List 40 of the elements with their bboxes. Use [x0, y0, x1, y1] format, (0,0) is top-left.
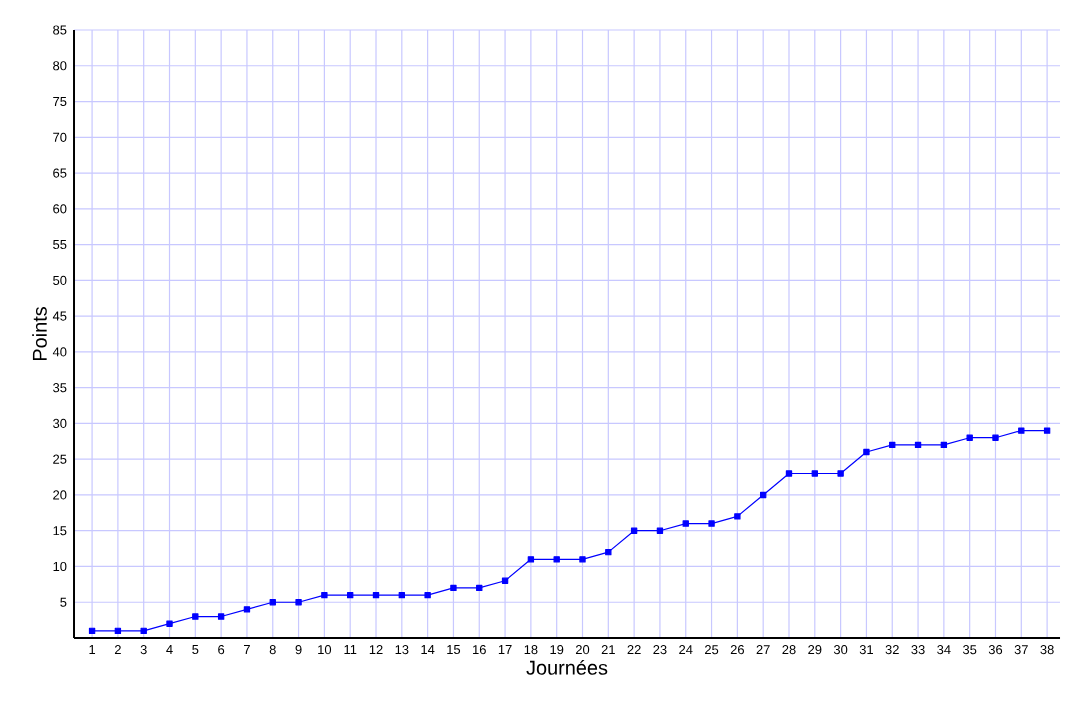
point — [966, 434, 973, 441]
point — [321, 591, 328, 599]
point — [734, 513, 741, 520]
point — [605, 548, 612, 556]
point — [553, 556, 560, 563]
point — [372, 591, 380, 599]
point — [682, 520, 689, 527]
point — [579, 556, 586, 563]
point — [863, 448, 870, 456]
point — [476, 584, 483, 592]
point — [217, 613, 225, 620]
point — [140, 627, 147, 635]
point — [1043, 427, 1051, 434]
point — [656, 527, 664, 534]
point — [398, 591, 406, 599]
point — [192, 613, 199, 620]
x-axis-title: Journées — [526, 659, 608, 675]
point — [424, 591, 431, 599]
point — [785, 470, 793, 477]
point — [914, 441, 922, 449]
point — [630, 527, 638, 534]
point — [166, 620, 173, 627]
point — [708, 520, 715, 527]
point — [347, 591, 354, 599]
point — [114, 627, 122, 635]
point — [760, 491, 767, 499]
point — [837, 470, 844, 477]
point — [243, 606, 251, 613]
point — [811, 470, 818, 477]
point — [992, 434, 999, 441]
point — [501, 577, 509, 584]
point — [88, 627, 96, 635]
point — [269, 599, 276, 606]
point — [295, 599, 302, 606]
point — [450, 584, 457, 592]
y-axis-title: Points — [32, 307, 47, 361]
point — [1018, 427, 1025, 434]
point — [889, 441, 896, 449]
point — [527, 556, 535, 563]
point — [940, 441, 948, 449]
